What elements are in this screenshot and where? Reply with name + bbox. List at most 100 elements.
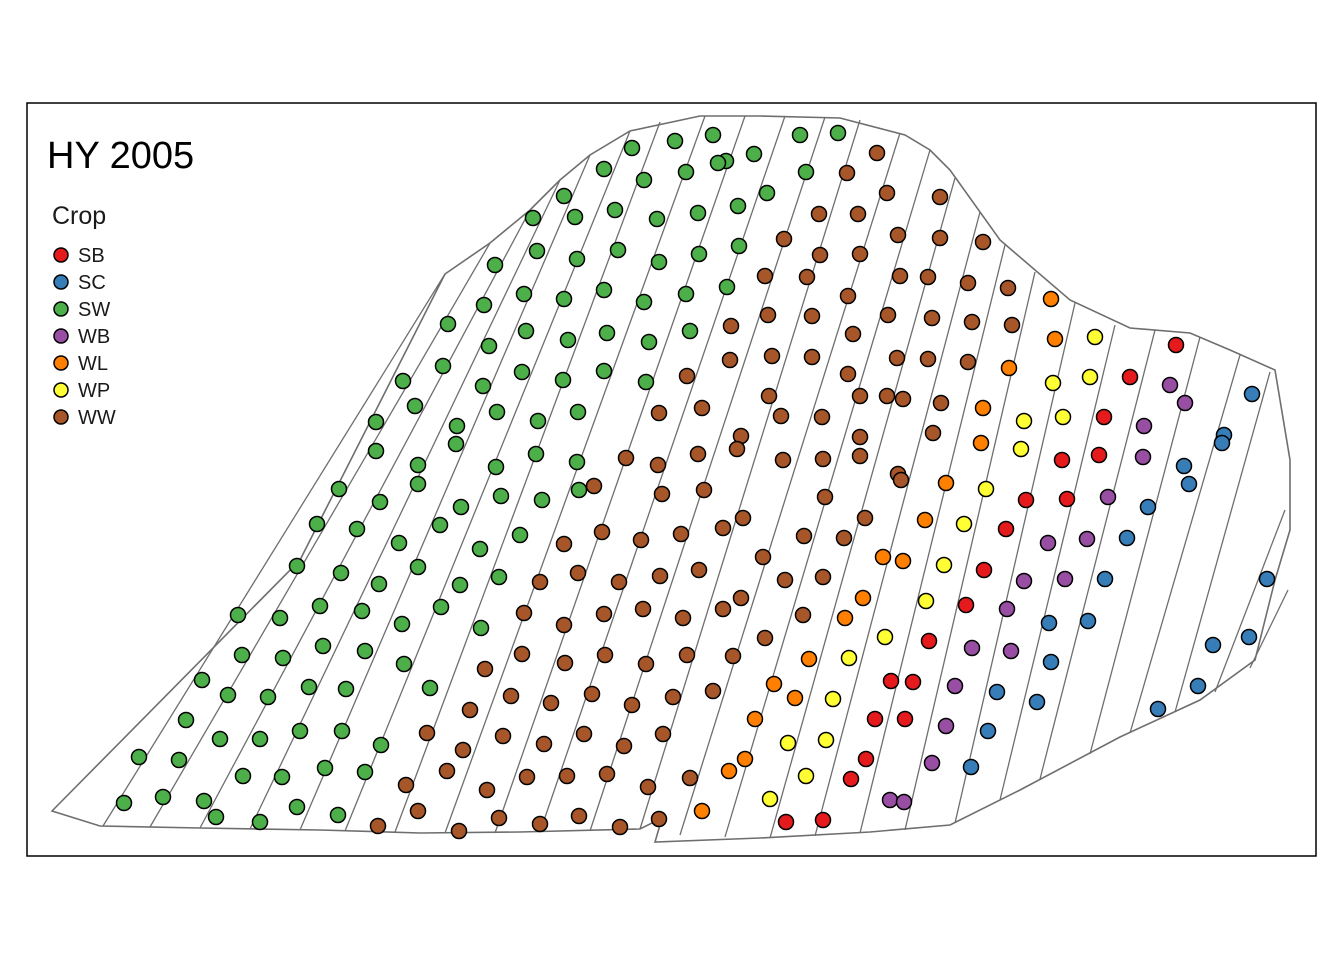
sample-point-ww bbox=[721, 351, 739, 369]
sample-point-sw bbox=[177, 711, 195, 729]
sample-point-ww bbox=[693, 399, 711, 417]
legend-label: WW bbox=[78, 407, 116, 429]
sample-point-sw bbox=[488, 403, 506, 421]
legend-item-sb: SB bbox=[53, 245, 105, 267]
sample-point-sw bbox=[370, 575, 388, 593]
sample-point-sb bbox=[1017, 491, 1035, 509]
sample-point-wb bbox=[895, 793, 913, 811]
sample-point-ww bbox=[639, 778, 657, 796]
sample-point-wp bbox=[779, 734, 797, 752]
sample-point-sw bbox=[211, 730, 229, 748]
sample-point-ww bbox=[798, 268, 816, 286]
sample-point-wl bbox=[786, 689, 804, 707]
sample-point-sw bbox=[797, 163, 815, 181]
sample-point-sw bbox=[421, 679, 439, 697]
sample-point-sb bbox=[997, 520, 1015, 538]
sample-point-sw bbox=[568, 250, 586, 268]
sample-point-ww bbox=[570, 807, 588, 825]
sample-point-ww bbox=[610, 573, 628, 591]
sample-point-sw bbox=[595, 281, 613, 299]
sample-point-ww bbox=[569, 564, 587, 582]
sample-point-wb bbox=[1135, 417, 1153, 435]
sample-point-sw bbox=[791, 126, 809, 144]
strip-line bbox=[1129, 354, 1241, 734]
sample-point-ww bbox=[598, 765, 616, 783]
legend-label: SC bbox=[78, 272, 106, 294]
sample-point-sw bbox=[353, 602, 371, 620]
sample-point-sw bbox=[677, 285, 695, 303]
sample-point-ww bbox=[418, 724, 436, 742]
sample-point-ww bbox=[555, 616, 573, 634]
sample-point-ww bbox=[593, 523, 611, 541]
sample-point-ww bbox=[535, 735, 553, 753]
strip-line bbox=[149, 242, 491, 828]
sample-point-wl bbox=[800, 650, 818, 668]
sample-point-ww bbox=[732, 589, 750, 607]
sample-point-sw bbox=[291, 722, 309, 740]
sample-point-ww bbox=[722, 317, 740, 335]
sample-point-sw bbox=[730, 237, 748, 255]
sample-point-ww bbox=[583, 685, 601, 703]
sample-point-ww bbox=[811, 246, 829, 264]
sample-point-wb bbox=[1099, 488, 1117, 506]
sample-point-sb bbox=[957, 596, 975, 614]
sample-point-ww bbox=[409, 802, 427, 820]
sample-point-ww bbox=[689, 445, 707, 463]
sample-point-sw bbox=[170, 751, 188, 769]
sample-point-sw bbox=[288, 557, 306, 575]
sample-point-ww bbox=[672, 525, 690, 543]
sample-point-ww bbox=[734, 509, 752, 527]
sample-point-ww bbox=[649, 456, 667, 474]
sample-point-sw bbox=[681, 322, 699, 340]
sample-point-sw bbox=[709, 154, 727, 172]
sample-point-wb bbox=[1039, 534, 1057, 552]
sample-point-sw bbox=[690, 245, 708, 263]
sample-point-sw bbox=[570, 481, 588, 499]
sample-point-ww bbox=[461, 701, 479, 719]
sample-point-wp bbox=[840, 649, 858, 667]
sample-point-wb bbox=[881, 791, 899, 809]
sample-point-sw bbox=[434, 357, 452, 375]
field-strips bbox=[102, 115, 1289, 839]
sample-point-wp bbox=[955, 515, 973, 533]
sample-point-ww bbox=[611, 818, 629, 836]
sample-point-sw bbox=[367, 413, 385, 431]
sample-point-sw bbox=[193, 671, 211, 689]
sample-point-sw bbox=[371, 493, 389, 511]
legend-swatch bbox=[53, 301, 69, 317]
sample-point-wl bbox=[894, 552, 912, 570]
sample-point-sw bbox=[474, 377, 492, 395]
sample-point-sc bbox=[1118, 529, 1136, 547]
sample-point-sw bbox=[337, 680, 355, 698]
sample-point-ww bbox=[839, 287, 857, 305]
sample-point-wb bbox=[998, 600, 1016, 618]
sample-point-ww bbox=[878, 184, 896, 202]
sample-point-sc bbox=[1149, 700, 1167, 718]
sample-point-ww bbox=[476, 660, 494, 678]
sample-point-ww bbox=[776, 571, 794, 589]
sample-point-sw bbox=[609, 241, 627, 259]
sample-point-ww bbox=[397, 776, 415, 794]
sample-point-wp bbox=[1015, 412, 1033, 430]
sample-point-ww bbox=[868, 144, 886, 162]
sample-point-wl bbox=[937, 474, 955, 492]
sample-point-sc bbox=[1139, 498, 1157, 516]
sample-point-ww bbox=[454, 741, 472, 759]
sample-point-wl bbox=[874, 548, 892, 566]
sample-point-wl bbox=[974, 399, 992, 417]
legend-item-wl: WL bbox=[53, 353, 108, 375]
sample-point-ww bbox=[575, 725, 593, 743]
sample-point-ww bbox=[923, 309, 941, 327]
legend-item-sc: SC bbox=[53, 272, 106, 294]
sample-point-sw bbox=[395, 655, 413, 673]
sample-point-ww bbox=[756, 267, 774, 285]
sample-point-ww bbox=[518, 768, 536, 786]
sample-point-sw bbox=[329, 806, 347, 824]
sample-point-ww bbox=[695, 481, 713, 499]
sample-point-ww bbox=[754, 548, 772, 566]
sample-point-sw bbox=[829, 124, 847, 142]
sample-point-wb bbox=[923, 754, 941, 772]
strip-line bbox=[1249, 589, 1289, 669]
sample-point-wb bbox=[1015, 572, 1033, 590]
sample-point-ww bbox=[932, 394, 950, 412]
